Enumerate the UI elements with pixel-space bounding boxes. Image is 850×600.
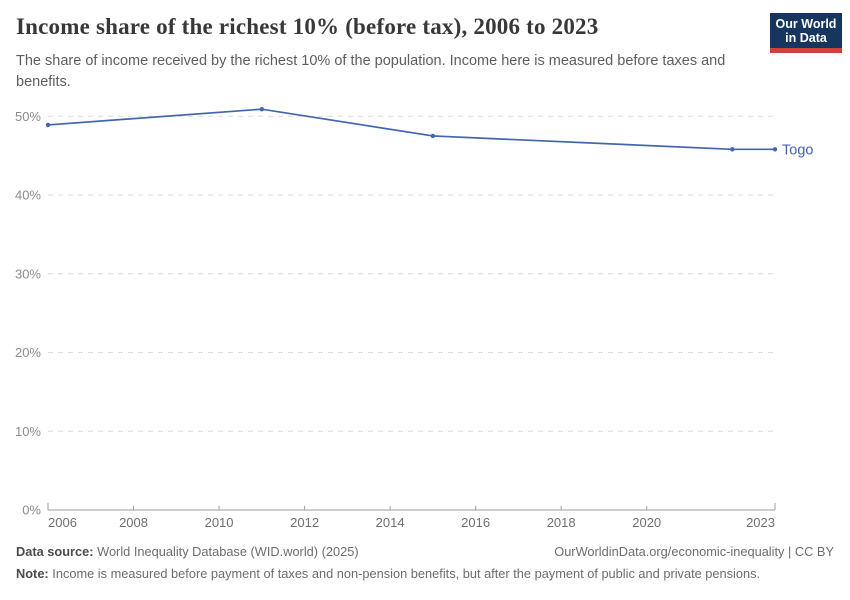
x-axis-label: 2012 (290, 515, 319, 530)
data-source-label: Data source: (16, 544, 94, 559)
data-point[interactable] (45, 122, 51, 128)
data-point[interactable] (430, 133, 436, 139)
data-point[interactable] (772, 147, 778, 152)
y-axis-label: 20% (15, 345, 41, 360)
x-axis-label: 2008 (119, 515, 148, 530)
owid-logo[interactable]: Our World in Data (770, 13, 842, 53)
y-axis-label: 30% (15, 266, 41, 281)
chart-subtitle: The share of income received by the rich… (16, 53, 726, 90)
y-axis-label: 10% (15, 424, 41, 439)
chart-footer: Data source: World Inequality Database (… (16, 544, 834, 582)
owid-logo-line1: Our World (775, 17, 837, 31)
x-axis-label: 2023 (746, 515, 775, 530)
x-axis-label: 2018 (547, 515, 576, 530)
note-label: Note: (16, 566, 49, 581)
data-point[interactable] (730, 147, 735, 152)
series-end-label[interactable]: Togo (782, 142, 813, 158)
citation-link[interactable]: OurWorldinData.org/economic-inequality |… (554, 544, 834, 559)
data-point[interactable] (259, 106, 265, 112)
y-axis-label: 0% (22, 503, 41, 518)
series-line[interactable] (47, 108, 775, 151)
note-text: Income is measured before payment of tax… (52, 566, 761, 581)
y-axis-label: 40% (15, 188, 41, 203)
x-axis-label: 2014 (376, 515, 405, 530)
x-axis-label: 2006 (48, 515, 77, 530)
chart-title: Income share of the richest 10% (before … (16, 14, 599, 39)
x-axis-label: 2010 (205, 515, 234, 530)
data-source-link[interactable]: World Inequality Database (WID.world) (2… (97, 544, 359, 559)
x-axis-label: 2016 (461, 515, 490, 530)
data-source: Data source: World Inequality Database (… (16, 544, 359, 560)
x-axis-label: 2020 (632, 515, 661, 530)
line-chart-canvas[interactable]: 0% 10% 20% 30% 40% 50% 2006 2008 2010 2012 2014 201… (0, 95, 850, 540)
line-chart[interactable]: 0% 10% 20% 30% 40% 50% 2006 2008 2010 2012 2014 201… (0, 95, 850, 540)
y-axis-label: 50% (15, 109, 41, 124)
owid-logo-line2: in Data (785, 31, 827, 45)
chart-note: Note: Income is measured before payment … (16, 566, 834, 582)
